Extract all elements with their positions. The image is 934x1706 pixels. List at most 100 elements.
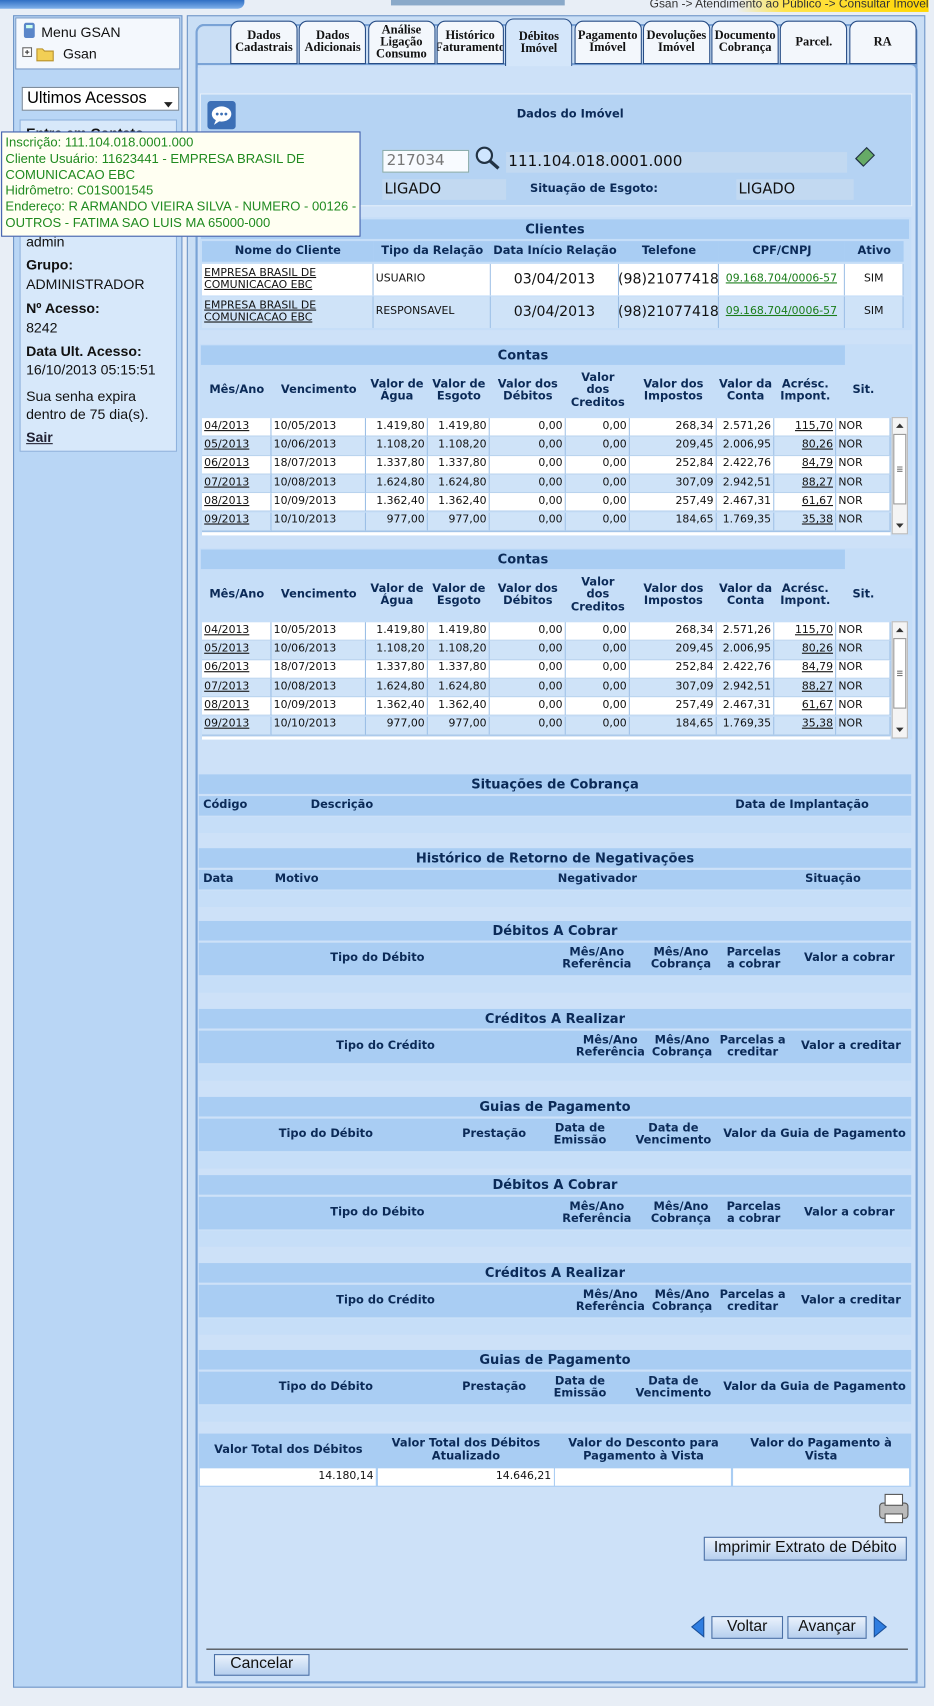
section-header-row xyxy=(198,869,912,890)
section-title: Histórico de Retorno de Negativações xyxy=(198,848,912,868)
accounts-cell[interactable]: 05/2013 xyxy=(202,436,272,456)
totals-header: Valor Total dos Débitos xyxy=(214,1443,363,1457)
section-title: Situações de Cobrança xyxy=(198,774,912,794)
accounts-cell[interactable]: 08/2013 xyxy=(202,697,272,717)
accounts-cell[interactable]: 115,70 xyxy=(774,418,837,437)
accounts-cell[interactable]: 07/2013 xyxy=(202,474,272,494)
section-title: Guias de Pagamento xyxy=(198,1096,912,1117)
section-header-row xyxy=(198,1030,912,1064)
menu-title: Menu GSAN xyxy=(41,24,121,41)
print-button[interactable]: Imprimir Extrato de Débito xyxy=(703,1536,907,1561)
accounts-cell: 0,00 xyxy=(565,659,630,679)
accounts-cell: 0,00 xyxy=(489,474,566,494)
clients-cell[interactable]: EMPRESA BRASIL DE COMUNICACAO EBC xyxy=(202,263,374,296)
tooltip-line: Hidrômetro: C01S001545 xyxy=(5,182,154,199)
accounts-cell: 10/09/2013 xyxy=(271,697,366,717)
accounts-cell: 1.419,80 xyxy=(427,418,490,437)
next-arrow[interactable] xyxy=(871,1615,888,1638)
accounts-header: Valor dos Creditos xyxy=(570,576,625,614)
totals-empty-cell xyxy=(554,1468,731,1486)
accounts-header: Valor dos Impostos xyxy=(643,377,704,403)
clients-cell: 03/04/2013 xyxy=(490,263,620,296)
accounts-cell[interactable]: 80,26 xyxy=(774,436,837,456)
back-arrow[interactable] xyxy=(690,1615,707,1638)
accounts-header: Mês/Ano xyxy=(209,383,265,397)
accounts-cell: 0,00 xyxy=(489,697,566,717)
accounts-cell[interactable]: 09/2013 xyxy=(202,716,272,736)
clients-cell[interactable]: 09.168.704/0006-57 xyxy=(718,263,845,296)
section-body xyxy=(198,1152,912,1169)
section-title: Créditos A Realizar xyxy=(198,1263,912,1283)
select-arrow-graphic xyxy=(163,102,173,108)
accounts-cell[interactable]: 84,79 xyxy=(774,659,837,679)
next-button[interactable]: Avançar xyxy=(787,1616,867,1639)
clients-cell[interactable]: EMPRESA BRASIL DE COMUNICACAO EBC xyxy=(202,296,374,328)
section-header: Mês/Ano Referência xyxy=(575,1033,645,1059)
tab[interactable]: Parcel. xyxy=(780,20,848,65)
property-title: Dados do Imóvel xyxy=(516,108,624,122)
section-header: Valor da Guia de Pagamento xyxy=(723,1380,906,1394)
accounts-cell[interactable]: 61,67 xyxy=(774,697,837,717)
lookup-icon[interactable] xyxy=(474,144,502,170)
accounts-cell: 1.419,80 xyxy=(365,418,428,437)
accounts-header: Valor de Água xyxy=(370,582,424,608)
accounts-cell[interactable]: 08/2013 xyxy=(202,493,272,513)
tab[interactable]: Análise Ligação Consumo xyxy=(367,20,436,65)
tab[interactable]: Pagamento Imóvel xyxy=(573,20,642,65)
scrollbar-parts[interactable] xyxy=(892,621,908,738)
accounts-cell: 2.942,51 xyxy=(716,678,775,698)
logout-link[interactable]: Sair xyxy=(26,430,53,446)
accounts-cell: 1.108,20 xyxy=(365,436,428,456)
back-button[interactable]: Voltar xyxy=(711,1616,784,1639)
accounts-cell[interactable]: 84,79 xyxy=(774,455,837,475)
accounts-cell: 307,09 xyxy=(629,474,717,494)
lookup-icon-graphic xyxy=(475,146,500,170)
accounts-cell[interactable]: 06/2013 xyxy=(202,659,272,679)
totals-empty-cell xyxy=(732,1468,909,1486)
accounts-cell[interactable]: 05/2013 xyxy=(202,641,272,660)
tab[interactable]: Histórico Faturamento xyxy=(436,20,504,65)
accounts-cell: 0,00 xyxy=(565,678,630,698)
tab[interactable]: Documento Cobrança xyxy=(711,20,779,65)
accounts-cell[interactable]: 09/2013 xyxy=(202,512,272,531)
accounts-cell: 10/06/2013 xyxy=(271,641,366,660)
recent-select[interactable]: Ultimos Acessos xyxy=(21,86,180,111)
cancel-button[interactable]: Cancelar xyxy=(213,1654,310,1676)
tab[interactable]: Dados Adicionais xyxy=(298,20,367,65)
clients-cell[interactable]: 09.168.704/0006-57 xyxy=(718,296,845,328)
accounts-cell: 0,00 xyxy=(565,493,630,513)
accounts-cell[interactable]: 04/2013 xyxy=(202,418,272,437)
accounts-cell[interactable]: 35,38 xyxy=(774,716,837,736)
accounts-cell: 0,00 xyxy=(565,716,630,736)
tab[interactable]: RA xyxy=(848,20,917,65)
accounts-cell[interactable]: 88,27 xyxy=(774,474,837,494)
accounts-cell: 1.419,80 xyxy=(365,622,428,642)
accounts-cell: NOR xyxy=(836,436,891,456)
accounts-cell[interactable]: 115,70 xyxy=(774,622,837,642)
section-title: Guias de Pagamento xyxy=(198,1349,912,1370)
registration-input[interactable]: 217034 xyxy=(382,149,470,173)
clients-header: CPF/CNPJ xyxy=(718,241,845,262)
accounts-cell[interactable]: 07/2013 xyxy=(202,678,272,698)
accounts-cell[interactable]: 61,67 xyxy=(774,493,837,513)
eraser-icon-graphic xyxy=(855,146,876,167)
tab[interactable]: Devoluções Imóvel xyxy=(642,20,711,65)
printer-icon[interactable] xyxy=(875,1492,912,1525)
scrollbar-parts[interactable] xyxy=(892,417,908,534)
accounts-header: Sit. xyxy=(852,588,875,602)
tree-item[interactable]: Gsan xyxy=(62,45,97,63)
accounts-cell[interactable]: 04/2013 xyxy=(202,622,272,642)
accounts-cell[interactable]: 35,38 xyxy=(774,512,837,531)
accounts-header: Acrésc. Impont. xyxy=(780,377,831,403)
tab[interactable]: Dados Cadastrais xyxy=(230,20,298,65)
accounts-cell: 1.108,20 xyxy=(427,641,490,660)
accounts-cell[interactable]: 06/2013 xyxy=(202,455,272,475)
tab[interactable]: Débitos Imóvel xyxy=(505,18,573,67)
eraser-icon[interactable] xyxy=(851,143,877,167)
accounts-cell: NOR xyxy=(836,474,891,494)
chat-icon[interactable] xyxy=(206,100,236,130)
totals-value: 14.180,14 xyxy=(199,1468,376,1486)
accounts-cell[interactable]: 80,26 xyxy=(774,641,837,660)
accounts-cell[interactable]: 88,27 xyxy=(774,678,837,698)
accounts-cell: 2.422,76 xyxy=(716,659,775,679)
